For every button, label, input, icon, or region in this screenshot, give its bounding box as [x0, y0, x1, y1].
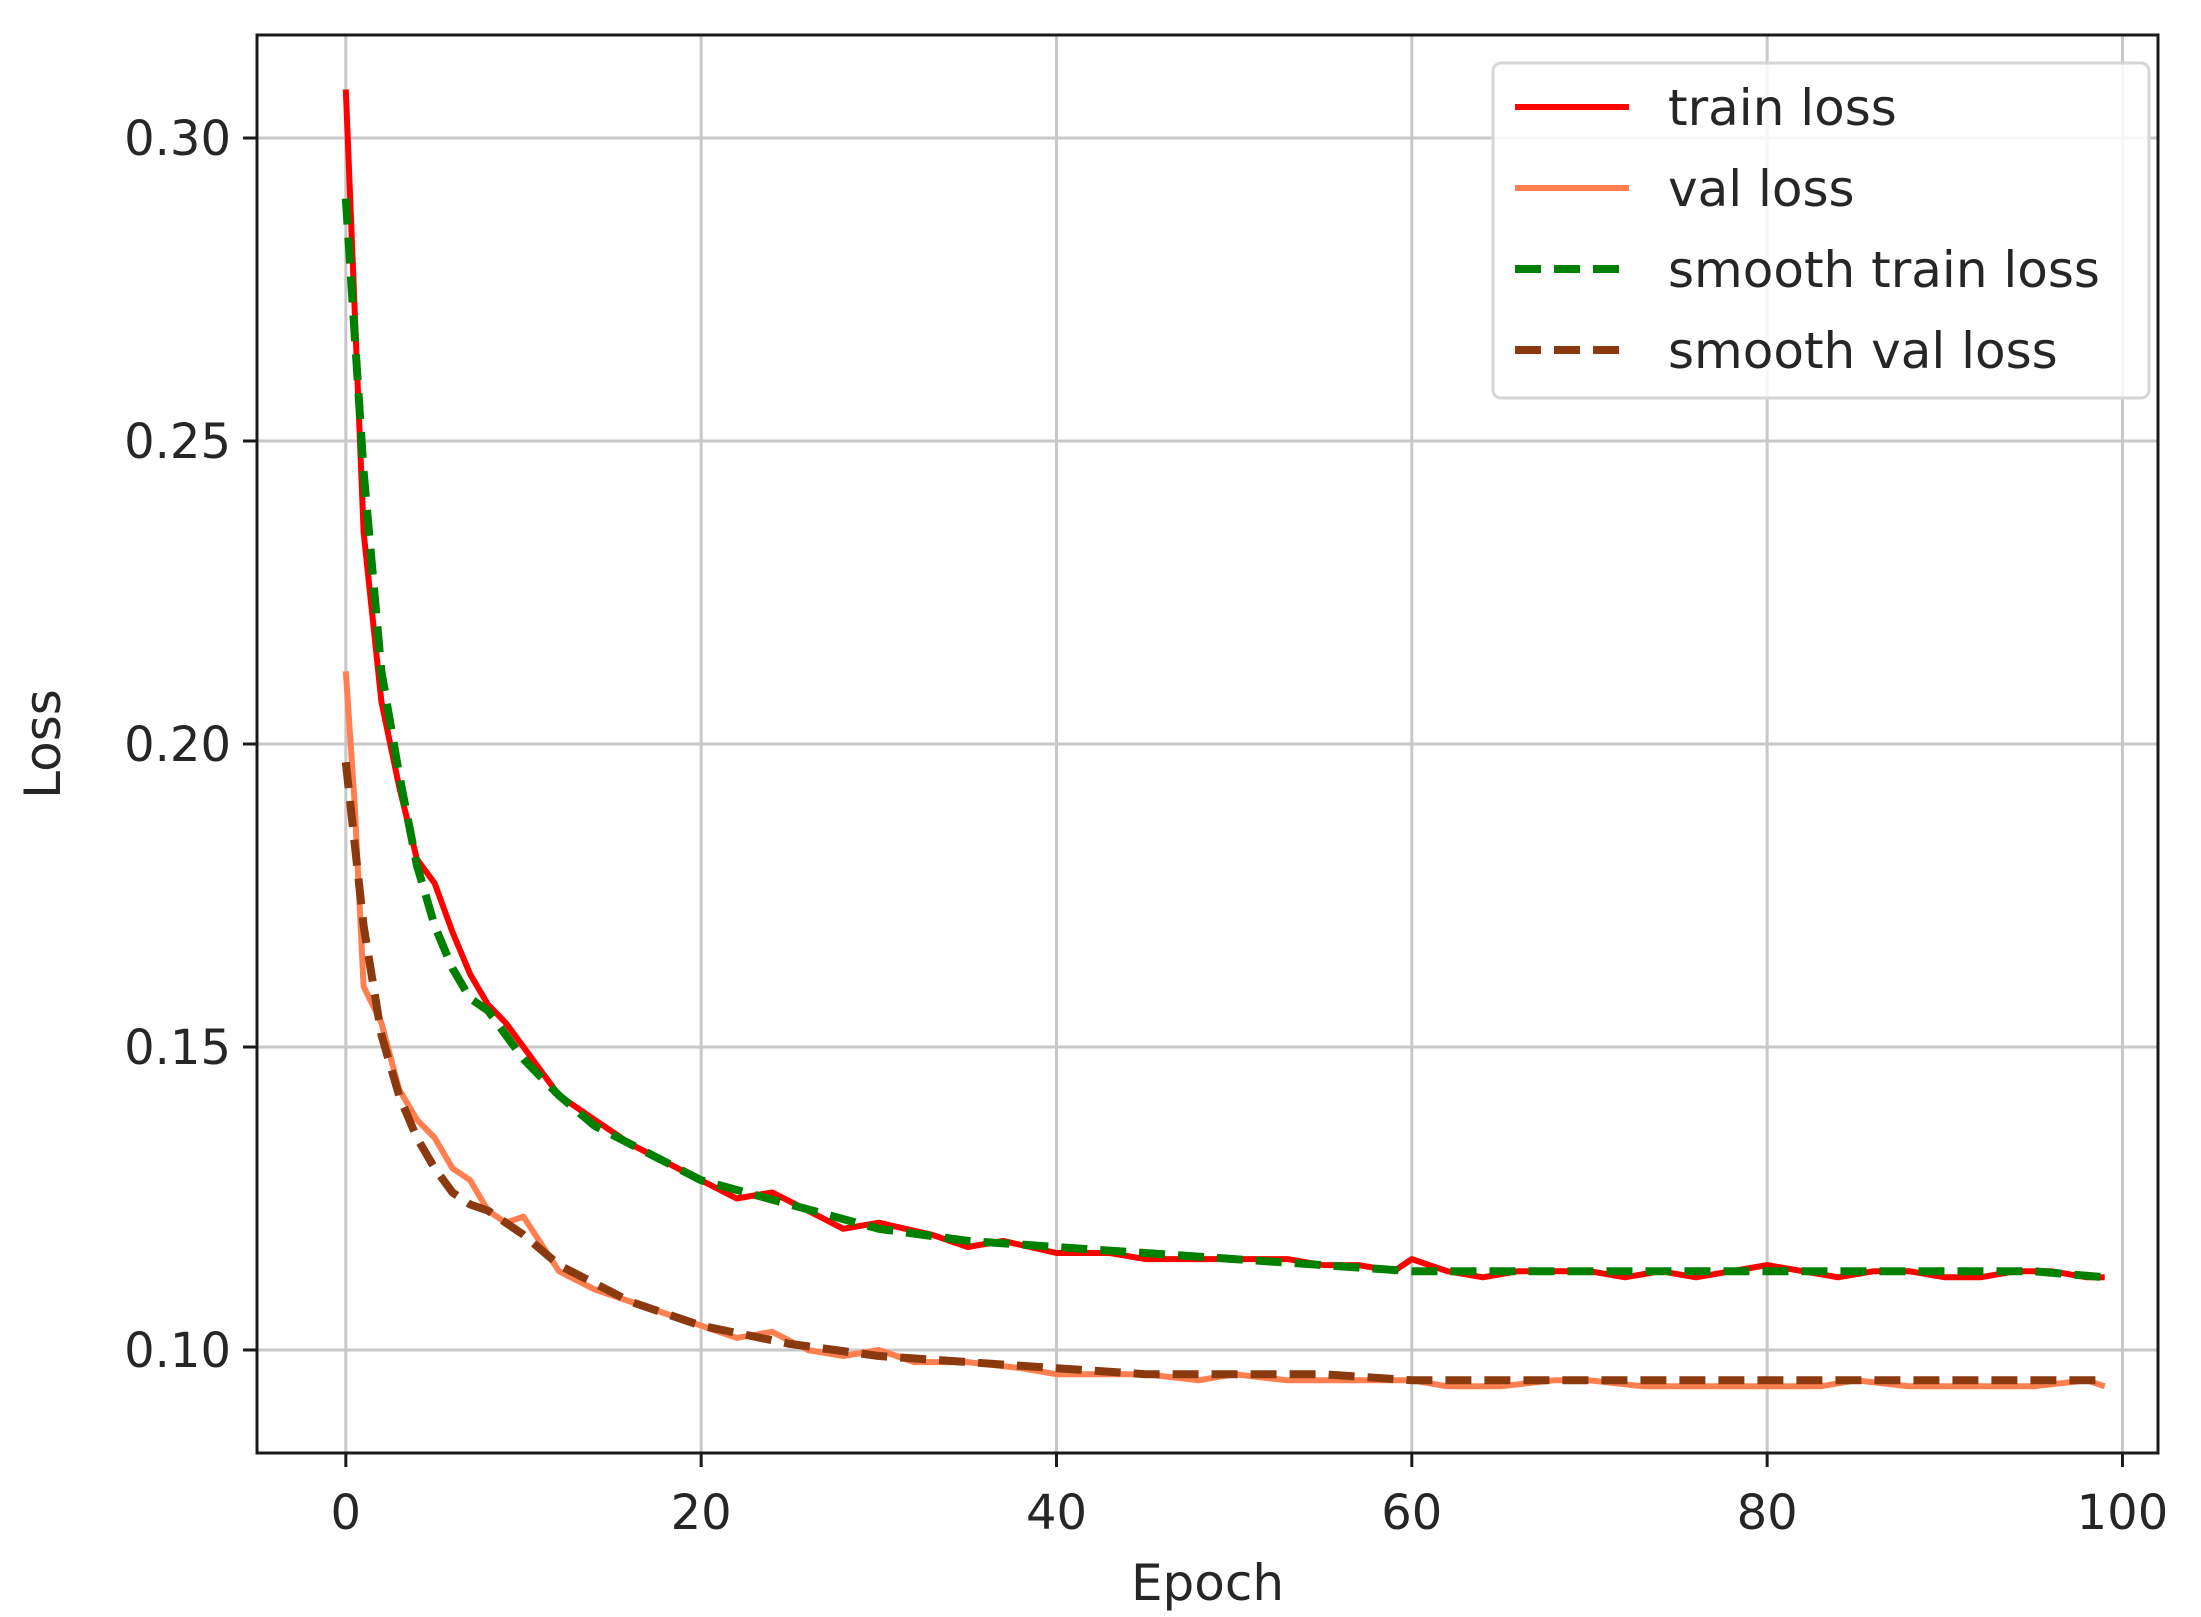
legend-label: train loss [1668, 79, 1897, 137]
smooth-train-loss-line [341, 198, 2106, 1282]
legend-box [1491, 61, 2151, 400]
x-tick-label: 80 [1737, 1485, 1798, 1541]
val-loss-line [342, 671, 2106, 1390]
x-tick-label: 100 [2077, 1485, 2169, 1541]
y-tick-label: 0.25 [124, 414, 231, 470]
axis-ticks: 0 20 40 60 80 100 0.10 0.15 0.20 0.25 0.30 [124, 111, 2168, 1541]
legend-label: smooth val loss [1668, 322, 2058, 380]
smooth-val-loss-line [341, 761, 2105, 1385]
series-lines [341, 89, 2106, 1390]
x-axis-label: Epoch [1131, 1554, 1284, 1612]
x-tick-label: 0 [331, 1485, 362, 1541]
legend-label: val loss [1668, 160, 1855, 218]
x-tick-label: 40 [1026, 1485, 1087, 1541]
y-tick-label: 0.10 [124, 1323, 231, 1379]
y-tick-label: 0.15 [124, 1020, 231, 1076]
y-tick-label: 0.30 [124, 111, 231, 167]
x-tick-label: 60 [1381, 1485, 1442, 1541]
x-tick-label: 20 [671, 1485, 732, 1541]
y-tick-label: 0.20 [124, 717, 231, 773]
legend: train loss val loss smooth train loss smoot… [1491, 61, 2151, 400]
y-axis-label: Loss [14, 689, 72, 799]
legend-label: smooth train loss [1668, 241, 2100, 299]
